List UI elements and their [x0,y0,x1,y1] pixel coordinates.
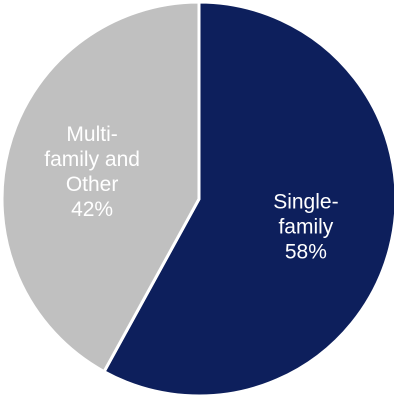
pie-labels: Single-family 58% Multi-family and Other 42% [44,123,338,263]
pie-slice-1 [102,0,394,397]
pie-slice-label-2: Multi-family and Other 42% [44,123,140,221]
slice-category-label: Multi- [66,123,117,146]
slice-category-label: family and [44,148,140,171]
slice-category-label: family [278,215,333,238]
slice-value-label: 58% [285,240,327,263]
slice-value-label: 42% [71,198,113,221]
pie-slice-2 [0,0,201,374]
slice-category-label: Other [66,173,119,196]
slice-category-label: Single- [273,190,338,213]
pie-slice-label-1: Single-family 58% [273,190,338,263]
